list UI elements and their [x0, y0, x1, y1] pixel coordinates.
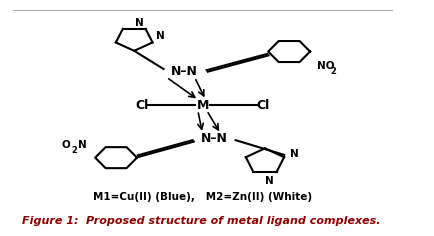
- Text: 2: 2: [330, 67, 336, 76]
- Text: N: N: [135, 18, 144, 28]
- Text: N: N: [265, 176, 273, 186]
- Text: 2: 2: [72, 147, 78, 156]
- Text: Cl: Cl: [135, 99, 149, 112]
- Text: O: O: [62, 140, 70, 150]
- Text: NO: NO: [317, 60, 335, 71]
- Text: N: N: [78, 140, 87, 150]
- Text: Proposed structure of metal ligand complexes.: Proposed structure of metal ligand compl…: [86, 216, 381, 226]
- Text: M: M: [197, 99, 209, 112]
- Text: M1=Cu(II) (Blue),   M2=Zn(II) (White): M1=Cu(II) (Blue), M2=Zn(II) (White): [93, 192, 312, 202]
- Text: N–N: N–N: [171, 65, 198, 78]
- Text: N: N: [290, 149, 299, 159]
- Text: Cl: Cl: [256, 99, 270, 112]
- Text: N: N: [156, 31, 164, 41]
- Text: N–N: N–N: [201, 132, 228, 145]
- Text: Figure 1:: Figure 1:: [22, 216, 82, 226]
